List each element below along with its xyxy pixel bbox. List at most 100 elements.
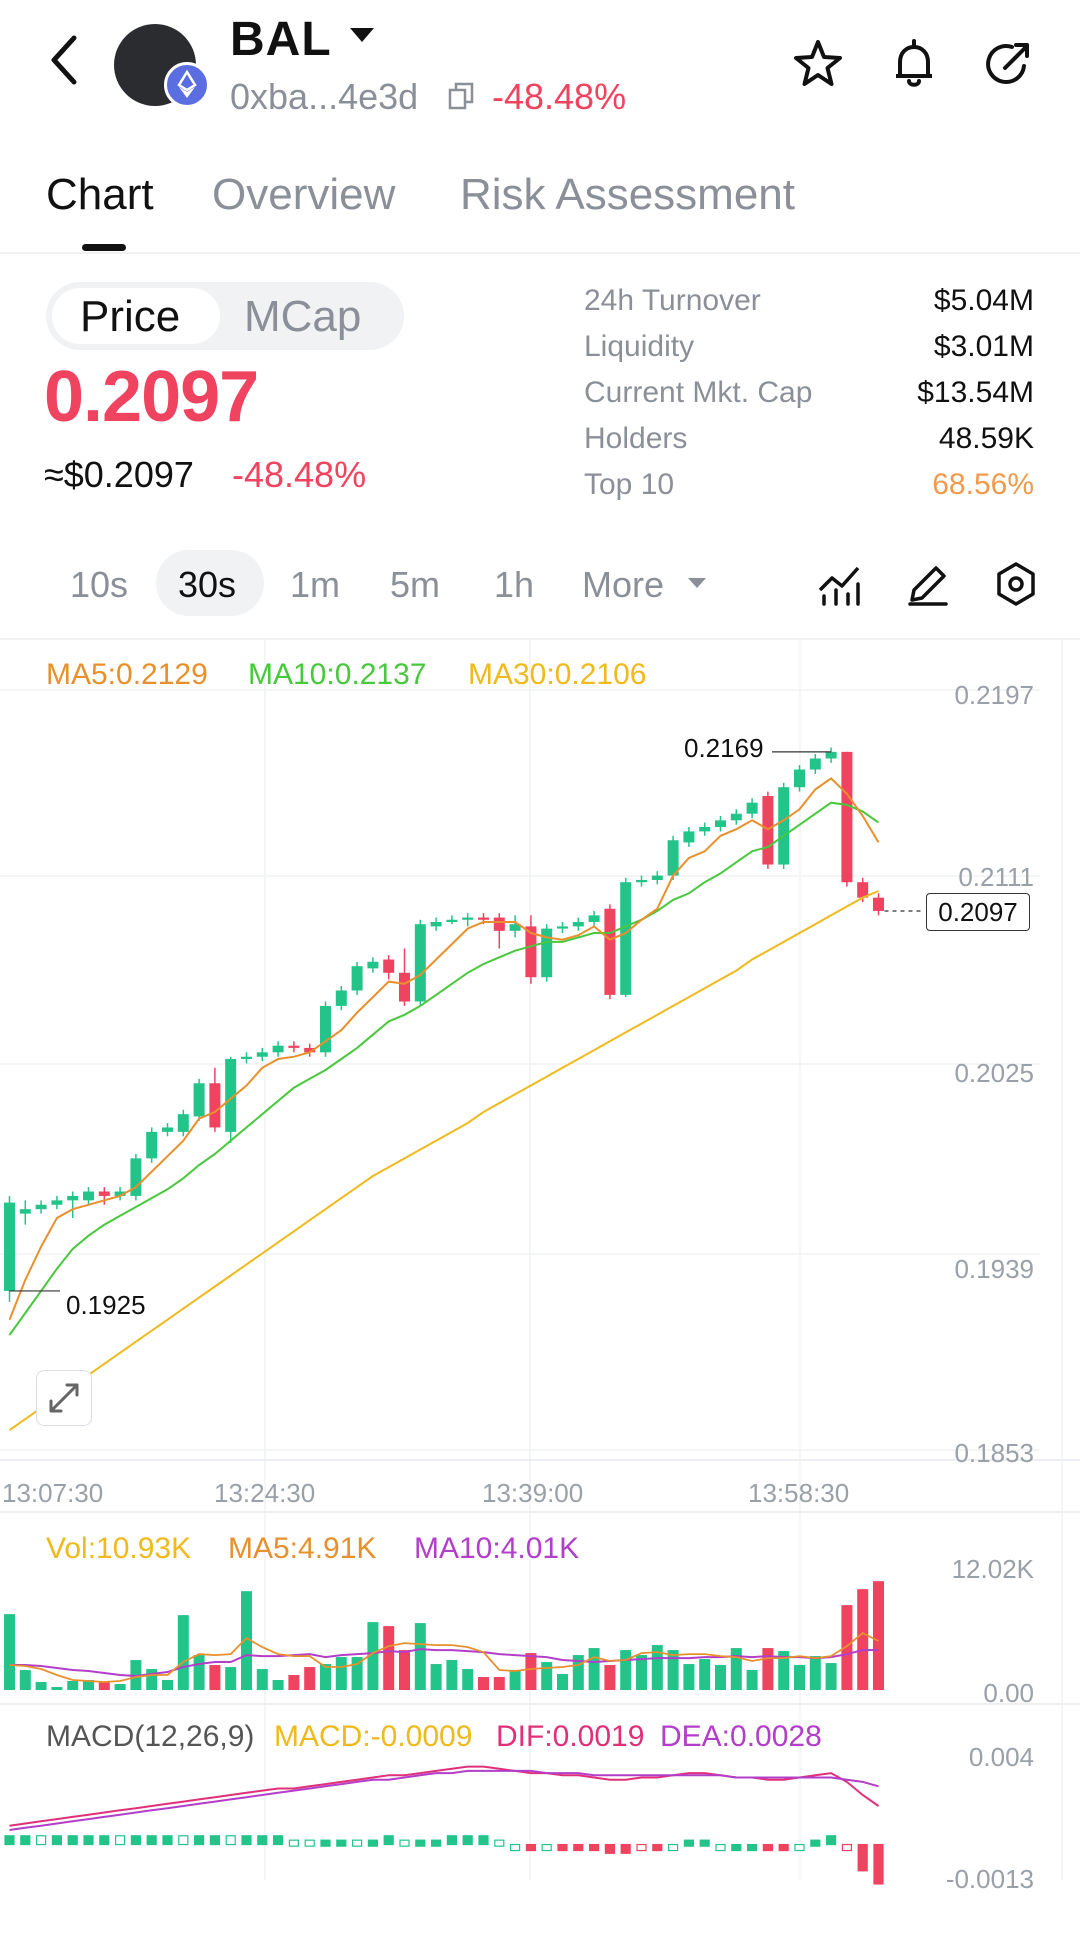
macd-histogram-bar	[383, 1835, 394, 1846]
volume-bar	[383, 1626, 395, 1690]
candle	[683, 831, 695, 843]
volume-ma5-line	[9, 1632, 879, 1683]
candle	[256, 1052, 268, 1057]
volume-bar	[588, 1648, 600, 1690]
stat-label: Top 10	[584, 468, 675, 501]
macd-value-legend: MACD:-0.0009	[274, 1720, 473, 1753]
macd-histogram-bar	[494, 1839, 505, 1847]
volume-bar	[873, 1581, 884, 1690]
macd-histogram-bar	[352, 1839, 363, 1847]
y-tick: 0.1939	[954, 1254, 1034, 1284]
macd-histogram-bar	[683, 1839, 695, 1847]
mcap-toggle-option[interactable]: MCap	[244, 292, 362, 341]
price-mcap-toggle[interactable]	[46, 282, 404, 350]
candle	[35, 1204, 47, 1210]
interval-30s[interactable]: 30s	[178, 564, 237, 605]
macd-histogram-bar	[510, 1843, 521, 1852]
volume-bar	[98, 1682, 110, 1690]
macd-histogram-bar	[762, 1843, 774, 1852]
volume-bar	[83, 1680, 94, 1690]
candle	[730, 813, 742, 821]
macd-histogram-bar	[99, 1835, 110, 1846]
volume-bar	[509, 1670, 521, 1690]
volume-bar	[193, 1655, 205, 1690]
volume-bar	[162, 1680, 173, 1690]
macd-histogram-bar	[178, 1835, 189, 1846]
token-dropdown-icon[interactable]	[350, 28, 374, 42]
macd-histogram-bar	[288, 1839, 299, 1847]
stat-value: 48.59K	[938, 422, 1034, 455]
settings-icon[interactable]	[992, 560, 1040, 608]
bell-icon[interactable]	[886, 36, 942, 92]
volume-bar	[809, 1656, 821, 1690]
macd-histogram-bar	[209, 1835, 220, 1846]
candle	[320, 1005, 331, 1053]
candle	[351, 966, 363, 991]
dif-line	[9, 1765, 880, 1827]
token-symbol[interactable]: BAL	[230, 13, 332, 66]
macd-histogram-bar	[4, 1835, 15, 1846]
candle	[67, 1195, 79, 1201]
macd-histogram-bar	[588, 1843, 600, 1852]
indicator-icon[interactable]	[816, 560, 864, 608]
volume-bar	[778, 1651, 790, 1690]
macd-histogram-bar	[873, 1843, 884, 1885]
candle	[778, 787, 790, 865]
more-caret-icon[interactable]	[688, 578, 706, 588]
candle	[430, 921, 442, 927]
volume-bar	[620, 1650, 632, 1690]
stat-label: Holders	[584, 422, 688, 455]
candle	[509, 924, 521, 931]
volume-bar	[114, 1684, 126, 1690]
volume-bar	[699, 1659, 711, 1690]
candle	[304, 1047, 316, 1053]
candle	[335, 990, 347, 1006]
interval-10s[interactable]: 10s	[70, 564, 129, 605]
volume-bar	[825, 1663, 837, 1690]
volume-bar	[225, 1667, 237, 1690]
macd-histogram-bar	[478, 1835, 489, 1846]
volume-bar	[367, 1622, 379, 1690]
volume-bar	[841, 1605, 853, 1690]
macd-histogram-bar	[431, 1839, 442, 1847]
ma30-line	[8, 890, 879, 1431]
macd-histogram-bar	[652, 1843, 663, 1852]
macd-histogram-bar	[525, 1843, 537, 1852]
back-button[interactable]	[44, 30, 84, 90]
macd-tick: -0.0013	[945, 1864, 1034, 1894]
candle	[636, 880, 647, 883]
ma5-line	[8, 777, 880, 1321]
tab-risk-assessment[interactable]: Risk Assessment	[460, 170, 795, 219]
expand-icon[interactable]	[36, 1370, 92, 1426]
ma10-legend: MA10:0.2137	[248, 658, 427, 691]
top10-value: 68.56%	[932, 468, 1034, 501]
price-toggle-option[interactable]: Price	[80, 292, 181, 341]
copy-icon[interactable]	[448, 82, 474, 110]
volume-bar	[304, 1667, 316, 1690]
candle	[177, 1114, 189, 1132]
volume-bar	[19, 1670, 31, 1690]
share-icon[interactable]	[980, 36, 1036, 92]
tab-overview[interactable]: Overview	[212, 170, 396, 219]
interval-1m[interactable]: 1m	[290, 564, 341, 605]
draw-pencil-icon[interactable]	[904, 560, 952, 608]
interval-more[interactable]: More	[582, 564, 665, 605]
macd-histogram-bar	[778, 1843, 789, 1852]
macd-histogram-bar	[257, 1835, 268, 1846]
price-chart[interactable]	[0, 640, 1080, 1910]
candle	[651, 875, 663, 880]
macd-histogram-bar	[620, 1843, 631, 1854]
tab-chart[interactable]: Chart	[46, 170, 154, 219]
y-tick: 0.2025	[954, 1058, 1034, 1088]
macd-histogram-bar	[194, 1835, 205, 1846]
candle	[98, 1191, 110, 1196]
interval-1h[interactable]: 1h	[494, 564, 535, 605]
interval-5m[interactable]: 5m	[390, 564, 441, 605]
star-icon[interactable]	[790, 36, 846, 92]
volume-ma10-legend: MA10:4.01K	[414, 1532, 580, 1565]
candle	[367, 961, 379, 969]
candle	[794, 769, 805, 788]
volume-bar	[636, 1655, 647, 1690]
tabs-divider	[0, 252, 1080, 254]
candle	[446, 919, 458, 922]
